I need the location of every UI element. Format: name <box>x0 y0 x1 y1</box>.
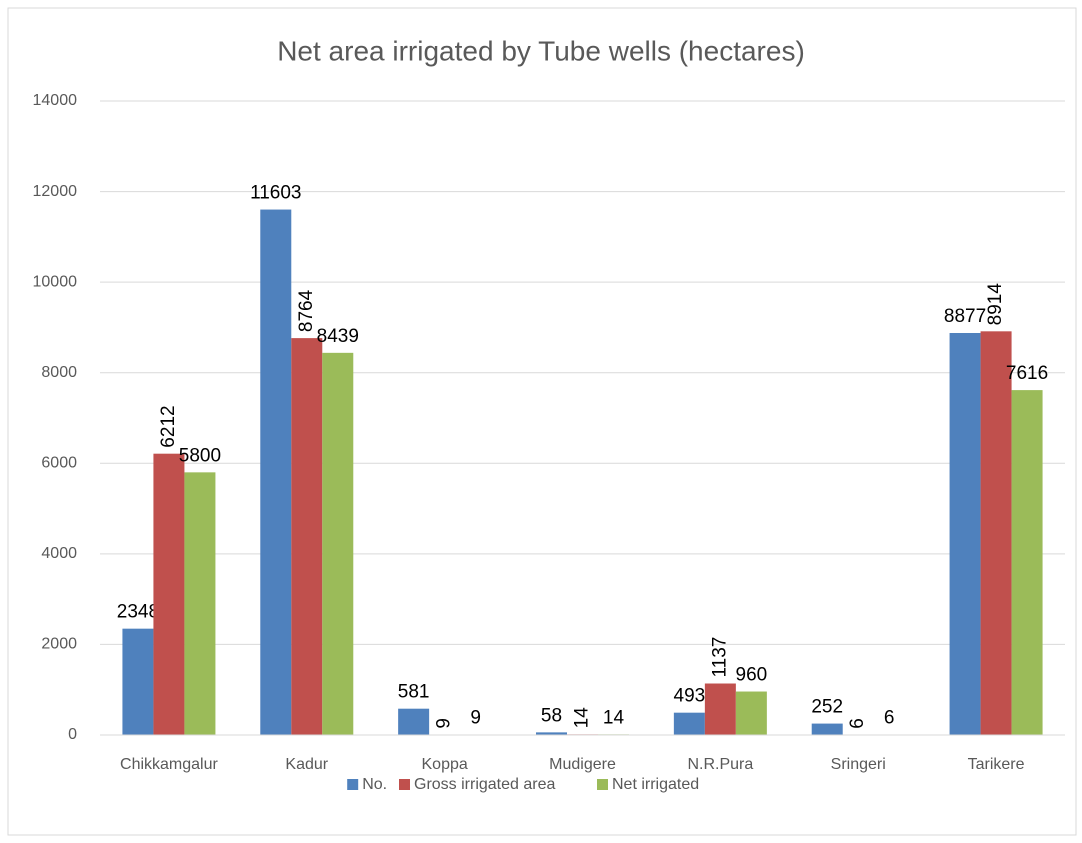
data-label: 9 <box>470 708 481 729</box>
x-tick-label: Tarikere <box>968 756 1025 773</box>
bar <box>322 352 354 735</box>
data-label: 2348 <box>117 602 159 623</box>
data-label: 6 <box>847 718 868 729</box>
bar <box>398 708 430 735</box>
bar <box>673 712 705 735</box>
bar <box>704 683 736 735</box>
bar <box>536 732 567 735</box>
bar <box>735 691 767 735</box>
data-label: 6 <box>884 708 895 729</box>
data-label: 14 <box>603 707 625 728</box>
legend-label: Net irrigated <box>612 776 699 793</box>
x-tick-label: Mudigere <box>549 756 616 773</box>
data-label: 58 <box>541 705 562 726</box>
y-tick-label: 10000 <box>33 273 78 290</box>
x-tick-label: Koppa <box>422 756 468 773</box>
y-tick-label: 12000 <box>33 183 78 200</box>
data-label: 6212 <box>158 405 179 447</box>
y-tick-label: 2000 <box>41 636 77 653</box>
y-tick-label: 6000 <box>41 455 77 472</box>
legend-swatch <box>347 779 359 790</box>
data-label: 5800 <box>179 445 221 466</box>
bar <box>260 209 292 735</box>
legend-label: No. <box>362 776 387 793</box>
data-label: 7616 <box>1006 363 1048 384</box>
x-tick-label: N.R.Pura <box>687 756 753 773</box>
data-label: 11603 <box>250 183 301 204</box>
bar <box>949 332 981 735</box>
chart-title: Net area irrigated by Tube wells (hectar… <box>277 35 805 66</box>
data-label: 493 <box>674 686 706 707</box>
bar <box>811 723 843 735</box>
bar <box>291 338 323 735</box>
bar <box>980 331 1012 735</box>
bar <box>153 453 185 735</box>
legend-swatch <box>399 779 410 790</box>
y-tick-label: 8000 <box>41 364 77 381</box>
legend-label: Gross irrigated area <box>414 776 555 793</box>
data-label: 14 <box>572 707 593 729</box>
y-tick-label: 14000 <box>33 92 78 109</box>
data-label: 8877 <box>944 306 986 327</box>
data-label: 581 <box>398 682 430 703</box>
x-tick-label: Kadur <box>285 756 328 773</box>
data-label: 9 <box>434 718 455 729</box>
bar <box>122 628 154 735</box>
x-tick-label: Sringeri <box>831 756 886 773</box>
y-tick-label: 4000 <box>41 545 77 562</box>
bar <box>184 472 216 735</box>
data-label: 960 <box>736 665 768 686</box>
y-tick-label: 0 <box>68 726 77 743</box>
data-label: 1137 <box>709 637 730 678</box>
legend-swatch <box>597 779 608 790</box>
data-label: 252 <box>811 697 843 718</box>
data-label: 8914 <box>985 283 1006 326</box>
data-label: 8764 <box>296 289 317 332</box>
bar <box>1011 390 1043 735</box>
x-tick-label: Chikkamgalur <box>120 756 218 773</box>
data-label: 8439 <box>317 326 359 347</box>
